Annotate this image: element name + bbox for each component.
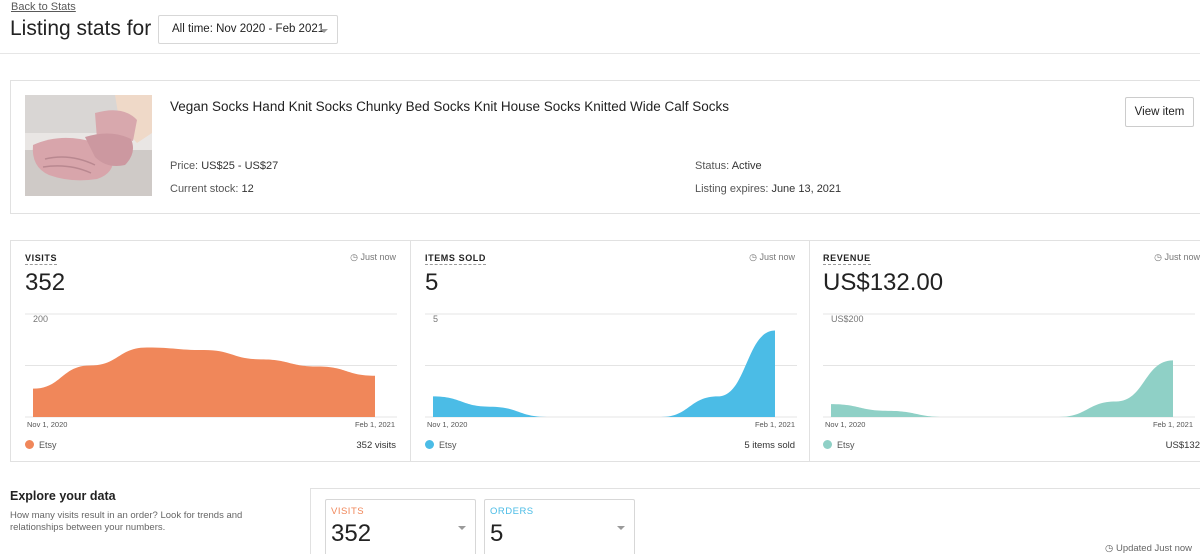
orders-metric-value: 5 xyxy=(490,520,504,547)
visits-metric-label: VISITS xyxy=(331,506,365,517)
status-label: Status: xyxy=(695,160,730,172)
orders-metric-select[interactable]: ORDERS 5 xyxy=(484,499,635,554)
stock-label: Current stock: xyxy=(170,183,239,195)
items-sold-legend-label: Etsy xyxy=(439,440,457,450)
visits-total: 352 visits xyxy=(356,440,396,451)
revenue-total: US$132 xyxy=(1165,440,1200,451)
revenue-updated: ◷ Just now xyxy=(1154,252,1200,263)
explore-description: How many visits result in an order? Look… xyxy=(10,510,243,533)
orders-metric-label: ORDERS xyxy=(490,506,534,517)
visits-value: 352 xyxy=(25,269,66,296)
visits-legend-dot xyxy=(25,440,34,449)
status-row: Status: Active xyxy=(695,160,762,172)
view-item-button[interactable]: View item xyxy=(1125,97,1194,127)
revenue-value: US$132.00 xyxy=(823,269,944,296)
revenue-chart: US$200 Nov 1, 2020 Feb 1, 2021 xyxy=(823,313,1195,429)
explore-title: Explore your data xyxy=(10,489,116,503)
visits-legend-label: Etsy xyxy=(39,440,57,450)
date-range-select[interactable]: All time: Nov 2020 - Feb 2021 xyxy=(158,15,338,44)
stock-row: Current stock: 12 xyxy=(170,183,254,195)
chart-area-series-etsy[interactable] xyxy=(831,360,1173,417)
explore-panel: VISITS 352 ORDERS 5 xyxy=(310,488,1200,554)
stats-panel: VISITS ◷ Just now 352 200 Nov 1, 2020 Feb … xyxy=(10,240,1200,462)
clock-icon: ◷ xyxy=(350,252,358,262)
chart-y-tick-label: US$200 xyxy=(831,314,864,324)
items-sold-label[interactable]: ITEMS SOLD xyxy=(425,253,487,265)
price-label: Price: xyxy=(170,160,199,172)
status-value: Active xyxy=(731,160,762,172)
chart-x-tick-label-end: Feb 1, 2021 xyxy=(1153,420,1193,429)
revenue-legend-dot xyxy=(823,440,832,449)
updated-status: ◷ Updated Just now xyxy=(1105,543,1192,554)
stat-divider xyxy=(410,241,411,461)
chart-area-series-etsy[interactable] xyxy=(433,330,775,417)
visits-label[interactable]: VISITS xyxy=(25,253,58,265)
listing-title[interactable]: Vegan Socks Hand Knit Socks Chunky Bed S… xyxy=(170,99,730,114)
clock-icon: ◷ xyxy=(1154,252,1162,262)
stat-divider xyxy=(809,241,810,461)
visits-metric-select[interactable]: VISITS 352 xyxy=(325,499,476,554)
expires-value: June 13, 2021 xyxy=(771,183,842,195)
revenue-label[interactable]: REVENUE xyxy=(823,253,871,265)
chevron-down-icon xyxy=(320,29,328,33)
clock-icon: ◷ xyxy=(749,252,757,262)
chart-y-tick-label: 200 xyxy=(33,314,48,324)
date-range-label: All time: Nov 2020 - Feb 2021 xyxy=(172,23,325,35)
revenue-stat: REVENUE ◷ Just now US$132.00 US$200 Nov 1… xyxy=(810,241,1200,461)
items-sold-chart: 5 Nov 1, 2020 Feb 1, 2021 xyxy=(425,313,797,429)
visits-chart: 200 Nov 1, 2020 Feb 1, 2021 xyxy=(25,313,397,429)
chart-y-tick-label: 5 xyxy=(433,314,438,324)
page-title: Listing stats for xyxy=(10,17,152,40)
price-row: Price: US$25 - US$27 xyxy=(170,160,278,172)
items-sold-time: Just now xyxy=(759,252,795,262)
items-sold-updated: ◷ Just now xyxy=(749,252,795,263)
chart-x-tick-label-start: Nov 1, 2020 xyxy=(27,420,67,429)
chart-x-tick-label-start: Nov 1, 2020 xyxy=(825,420,865,429)
items-sold-stat: ITEMS SOLD ◷ Just now 5 5 Nov 1, 2020 Feb … xyxy=(411,241,809,461)
updated-text: Updated Just now xyxy=(1115,543,1192,554)
header-divider xyxy=(0,53,1200,54)
back-to-stats-link[interactable]: Back to Stats xyxy=(11,1,76,13)
revenue-legend-label: Etsy xyxy=(837,440,855,450)
clock-icon: ◷ xyxy=(1105,543,1114,554)
price-value: US$25 - US$27 xyxy=(201,160,279,172)
listing-thumbnail[interactable] xyxy=(25,95,152,196)
visits-stat: VISITS ◷ Just now 352 200 Nov 1, 2020 Feb … xyxy=(11,241,410,461)
chart-x-tick-label-start: Nov 1, 2020 xyxy=(427,420,467,429)
chart-area-series-etsy[interactable] xyxy=(33,347,375,417)
items-sold-total: 5 items sold xyxy=(744,440,795,451)
listing-card: Vegan Socks Hand Knit Socks Chunky Bed S… xyxy=(10,80,1200,214)
chevron-down-icon xyxy=(458,526,466,530)
chart-x-tick-label-end: Feb 1, 2021 xyxy=(355,420,395,429)
revenue-time: Just now xyxy=(1164,252,1200,262)
visits-metric-value: 352 xyxy=(331,520,372,547)
chevron-down-icon xyxy=(617,526,625,530)
listing-photo-icon xyxy=(25,95,152,196)
items-sold-value: 5 xyxy=(425,269,439,296)
expires-label: Listing expires: xyxy=(695,183,769,195)
expires-row: Listing expires: June 13, 2021 xyxy=(695,183,841,195)
visits-time: Just now xyxy=(360,252,396,262)
chart-x-tick-label-end: Feb 1, 2021 xyxy=(755,420,795,429)
items-sold-legend-dot xyxy=(425,440,434,449)
stock-value: 12 xyxy=(241,183,254,195)
visits-updated: ◷ Just now xyxy=(350,252,396,263)
